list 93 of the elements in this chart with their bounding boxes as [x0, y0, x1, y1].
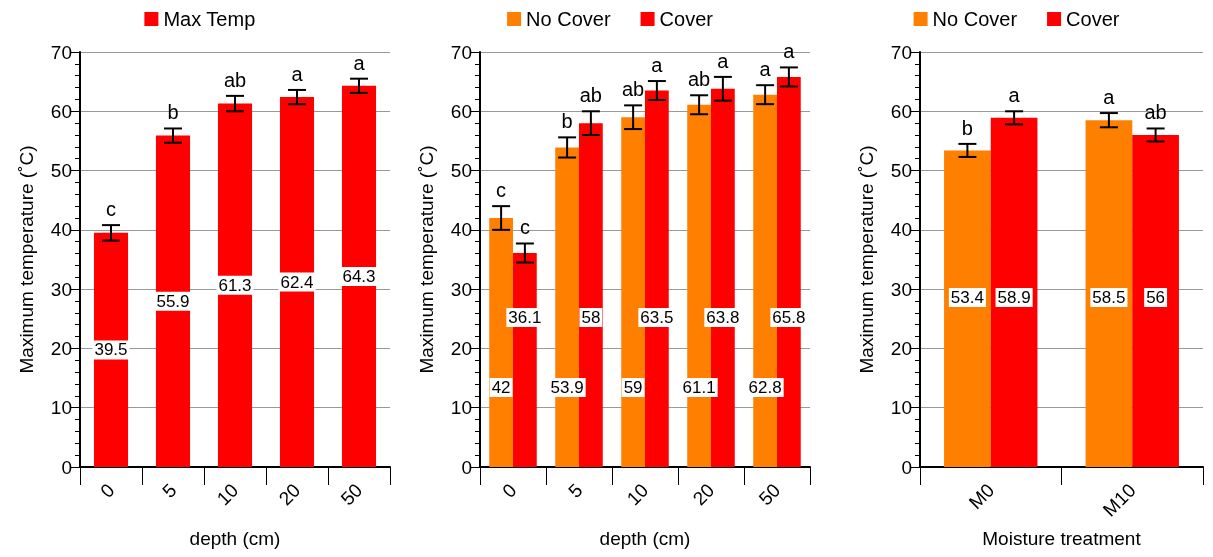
annotation: c: [519, 216, 530, 239]
annotation: c: [496, 179, 507, 202]
x-axis-title: depth (cm): [189, 528, 281, 549]
y-axis-title: Maximum temperature (˚C): [856, 145, 877, 374]
legend-label: Max Temp: [163, 8, 256, 30]
data-label: 42: [491, 378, 511, 397]
data-label: 61.3: [218, 275, 252, 295]
y-tick-label: 20: [890, 337, 912, 359]
y-tick-label: 0: [461, 456, 472, 478]
annotation: ab: [579, 84, 603, 107]
y-tick-label: 40: [50, 219, 72, 241]
annotation: ab: [687, 68, 711, 91]
y-tick-label: 30: [890, 278, 912, 300]
bar: [155, 135, 191, 467]
y-tick-label: 70: [450, 41, 472, 63]
y-tick-label: 50: [890, 160, 912, 182]
annotation: ab: [621, 78, 645, 101]
y-tick-label: 10: [450, 397, 472, 419]
y-tick-label: 30: [50, 278, 72, 300]
annotation: a: [1103, 86, 1116, 109]
y-tick-label: 30: [450, 278, 472, 300]
x-tick-label: 5: [158, 479, 181, 502]
bar: [944, 150, 991, 467]
x-tick-label: M0: [964, 479, 999, 514]
data-label: 58: [581, 308, 601, 327]
bar: [990, 117, 1038, 467]
data-label: 62.8: [748, 378, 782, 397]
annotation: ab: [223, 68, 247, 91]
y-tick-label: 60: [50, 100, 72, 122]
bar: [1132, 135, 1179, 467]
annotation: a: [783, 40, 796, 63]
y-tick-label: 0: [61, 456, 72, 478]
y-tick-label: 20: [50, 337, 72, 359]
y-tick-label: 50: [50, 160, 72, 182]
x-tick-label: 20: [688, 479, 719, 510]
bar: [279, 97, 315, 467]
annotation: b: [167, 101, 179, 124]
legend-label: No Cover: [932, 8, 1018, 30]
data-label: 53.9: [550, 378, 584, 397]
y-tick-label: 0: [901, 456, 912, 478]
y-axis-title: Maximum temperature (˚C): [16, 145, 37, 374]
y-tick-label: 60: [890, 100, 912, 122]
y-tick-label: 40: [450, 219, 472, 241]
annotation: a: [717, 49, 730, 72]
bar: [93, 232, 129, 467]
data-label: 64.3: [342, 266, 376, 286]
annotation: a: [353, 51, 366, 74]
data-label: 58.5: [1092, 288, 1126, 307]
legend-label: No Cover: [526, 8, 611, 30]
y-tick-label: 70: [50, 41, 72, 63]
annotation: b: [961, 116, 973, 139]
data-label: 65.8: [772, 308, 806, 327]
annotation: a: [291, 62, 304, 85]
data-label: 58.9: [997, 288, 1031, 307]
annotation: ab: [1144, 101, 1167, 124]
y-tick-label: 20: [450, 337, 472, 359]
y-axis-title: Maximum temperature (˚C): [416, 145, 437, 374]
data-label: 63.8: [706, 308, 740, 327]
x-tick-label: 0: [96, 479, 119, 502]
x-tick-label: 50: [336, 479, 367, 510]
y-tick-label: 50: [450, 160, 472, 182]
bar: [1085, 120, 1133, 467]
bar: [217, 103, 253, 467]
y-tick-label: 10: [890, 397, 912, 419]
annotation: b: [561, 110, 573, 133]
y-tick-label: 40: [890, 219, 912, 241]
annotation: c: [106, 198, 116, 221]
x-tick-label: 0: [498, 479, 521, 502]
y-tick-label: 10: [50, 397, 72, 419]
annotation: a: [759, 58, 772, 81]
data-label: 59: [623, 378, 643, 397]
x-axis-title: Moisture treatment: [982, 528, 1142, 549]
legend-label: Cover: [1066, 8, 1120, 30]
annotation: a: [651, 54, 664, 77]
bar: [341, 85, 377, 467]
annotation: a: [1008, 84, 1021, 107]
x-tick-label: 10: [622, 479, 653, 510]
data-label: 63.5: [640, 308, 674, 327]
data-label: 36.1: [508, 308, 542, 327]
y-tick-label: 60: [450, 100, 472, 122]
x-tick-label: 50: [754, 479, 785, 510]
data-label: 53.4: [950, 288, 984, 307]
x-tick-label: 20: [274, 479, 305, 510]
legend-label: Cover: [659, 8, 714, 30]
x-tick-label: 5: [564, 479, 587, 502]
data-label: 62.4: [280, 272, 314, 292]
x-axis-title: depth (cm): [599, 528, 691, 549]
data-label: 56: [1146, 288, 1166, 307]
data-label: 39.5: [94, 340, 128, 360]
y-tick-label: 70: [890, 41, 912, 63]
x-tick-label: 10: [212, 479, 243, 510]
data-label: 61.1: [682, 378, 716, 397]
data-label: 55.9: [156, 291, 190, 311]
